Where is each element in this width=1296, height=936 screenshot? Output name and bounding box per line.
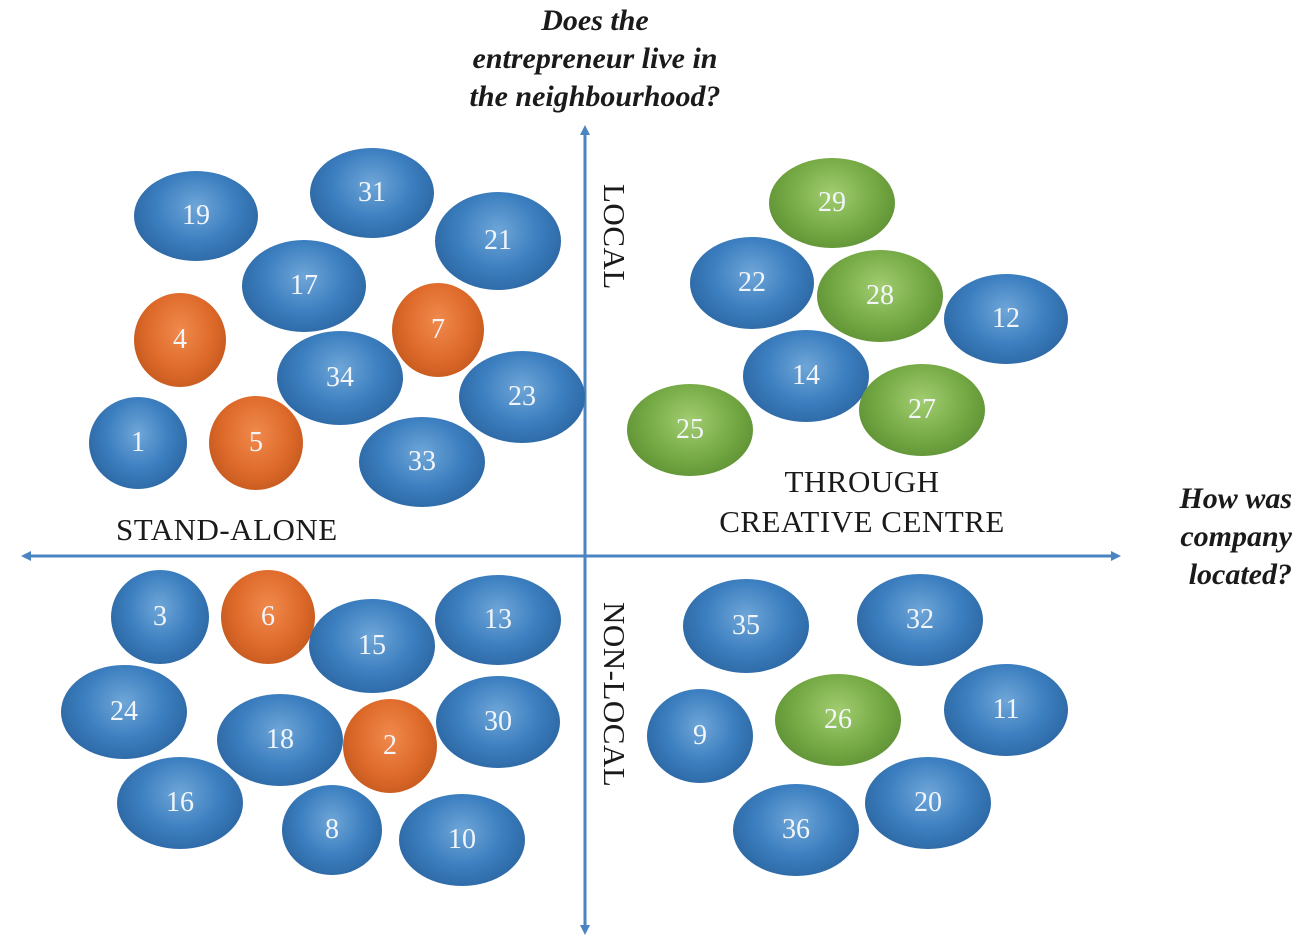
company-bubble: 16 [117,757,243,849]
company-bubble: 33 [359,417,485,507]
axis-label-through-creative-centre: THROUGH CREATIVE CENTRE [672,462,1052,542]
company-bubble: 8 [282,785,382,875]
company-bubble: 31 [310,148,434,238]
company-bubble: 7 [392,283,484,377]
company-bubble: 28 [817,250,943,342]
company-number: 17 [290,270,318,301]
company-number: 35 [732,610,760,641]
company-bubble: 13 [435,575,561,665]
company-bubble: 36 [733,784,859,876]
company-bubble: 26 [775,674,901,766]
axis-label-right-line: CREATIVE CENTRE [719,504,1005,539]
company-number: 24 [110,696,138,727]
company-number: 15 [358,630,386,661]
company-number: 10 [448,824,476,855]
vertical-question-line: entrepreneur live in [472,42,718,75]
company-number: 21 [484,225,512,256]
vertical-question-line: Does the [541,4,649,37]
company-bubble: 3 [111,570,209,664]
company-bubble: 10 [399,794,525,886]
company-number: 26 [824,704,852,735]
company-bubble: 35 [683,579,809,673]
horizontal-question-line: How was [1179,482,1292,515]
company-bubble: 12 [944,274,1068,364]
horizontal-question: How was company located? [1116,480,1292,594]
company-number: 31 [358,177,386,208]
company-number: 25 [676,414,704,445]
company-number: 19 [182,200,210,231]
company-number: 12 [992,303,1020,334]
company-bubble: 15 [309,599,435,693]
company-number: 36 [782,814,810,845]
company-number: 27 [908,394,936,425]
company-number: 20 [914,787,942,818]
company-bubble: 17 [242,240,366,332]
company-bubble: 1 [89,397,187,489]
company-number: 29 [818,187,846,218]
company-number: 3 [153,601,167,632]
company-number: 33 [408,446,436,477]
company-number: 1 [131,427,145,458]
axis-label-right-line: THROUGH [784,464,940,499]
company-number: 30 [484,706,512,737]
company-bubble: 25 [627,384,753,476]
company-number: 7 [431,314,445,345]
company-bubble: 21 [435,192,561,290]
company-bubble: 29 [769,158,895,248]
company-bubble: 24 [61,665,187,759]
company-number: 34 [326,362,354,393]
company-number: 5 [249,427,263,458]
company-number: 13 [484,604,512,635]
company-bubble: 20 [865,757,991,849]
company-bubble: 11 [944,664,1068,756]
axis-label-non-local: NON-LOCAL [597,602,632,788]
company-number: 2 [383,730,397,761]
company-number: 11 [992,694,1020,725]
company-number: 16 [166,787,194,818]
company-number: 23 [508,381,536,412]
company-bubble: 32 [857,574,983,666]
company-bubble: 27 [859,364,985,456]
company-number: 28 [866,280,894,311]
company-bubble: 2 [343,699,437,793]
company-number: 4 [173,324,187,355]
company-bubble: 19 [134,171,258,261]
company-number: 32 [906,604,934,635]
horizontal-question-line: company [1180,520,1292,553]
company-bubble: 23 [459,351,585,443]
company-bubble: 14 [743,330,869,422]
vertical-question: Does the entrepreneur live in the neighb… [420,2,770,116]
company-number: 14 [792,360,820,391]
axis-label-stand-alone: STAND-ALONE [116,512,338,547]
vertical-question-line: the neighbourhood? [469,80,721,113]
axis-label-local: LOCAL [597,184,632,290]
company-bubble: 5 [209,396,303,490]
company-bubble: 18 [217,694,343,786]
horizontal-question-line: located? [1188,558,1292,591]
company-number: 9 [693,720,707,751]
company-bubble: 4 [134,293,226,387]
company-number: 22 [738,267,766,298]
company-bubble: 34 [277,331,403,425]
company-bubble: 30 [436,676,560,768]
company-number: 8 [325,814,339,845]
company-bubble: 9 [647,689,753,783]
company-bubble: 6 [221,570,315,664]
company-number: 18 [266,724,294,755]
company-number: 6 [261,601,275,632]
company-bubble: 22 [690,237,814,329]
